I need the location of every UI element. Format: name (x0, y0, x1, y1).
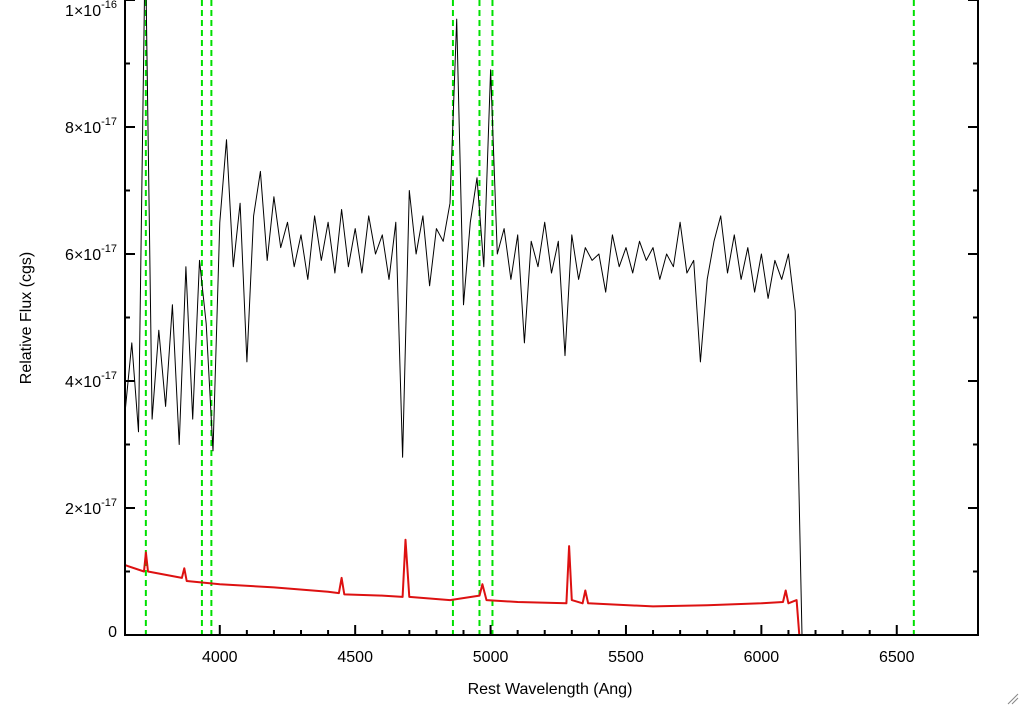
spectrum-line (125, 538, 978, 636)
y-tick-label: 0 (108, 624, 117, 641)
resize-grip (1007, 693, 1019, 705)
x-axis-label: Rest Wavelength (Ang) (468, 681, 633, 698)
x-tick-label: 4500 (337, 649, 373, 666)
y-tick-label-base: 2×10 (65, 501, 101, 518)
y-tick-label-base: 4×10 (65, 374, 101, 391)
y-tick-label: 6×10-17 (65, 243, 117, 264)
plot-area (125, 0, 978, 636)
x-tick-label: 5000 (473, 649, 509, 666)
y-tick-label: 8×10-17 (65, 116, 117, 137)
axis-frame (124, 0, 979, 636)
y-tick-label-exponent: -17 (101, 370, 117, 382)
y-tick-label: 2×10-17 (65, 497, 117, 518)
y-tick-label-exponent: -16 (101, 0, 117, 11)
x-tick-label: 4000 (202, 649, 238, 666)
y-tick-label-exponent: -17 (101, 497, 117, 509)
y-tick-label-base: 1×10 (65, 3, 101, 20)
y-tick-label-exponent: -17 (101, 116, 117, 128)
x-tick-label: 6000 (744, 649, 780, 666)
y-tick-label: 1×10-16 (65, 0, 117, 20)
y-tick-label-exponent: -17 (101, 243, 117, 255)
x-tick-label: 6500 (879, 649, 915, 666)
y-tick-label-base: 6×10 (65, 247, 101, 264)
y-tick-label-base: 8×10 (65, 120, 101, 137)
y-axis-label: Relative Flux (cgs) (18, 252, 35, 384)
y-tick-label: 4×10-17 (65, 370, 117, 391)
spectrum-line (125, 0, 803, 636)
x-tick-label: 5500 (608, 649, 644, 666)
